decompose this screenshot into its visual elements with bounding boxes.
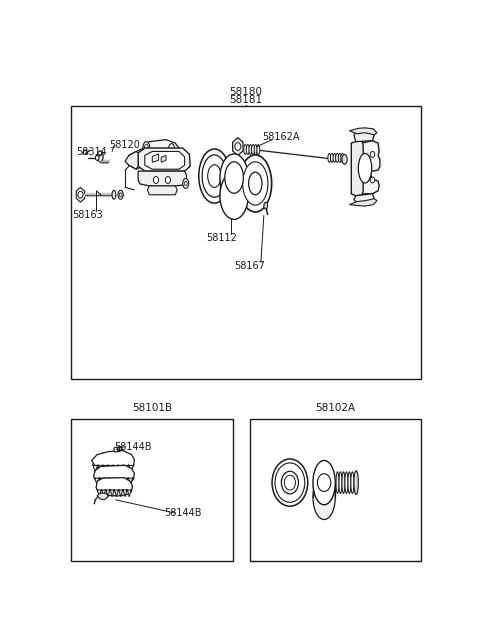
Polygon shape	[144, 140, 179, 155]
Polygon shape	[96, 478, 132, 496]
Ellipse shape	[220, 172, 248, 219]
Circle shape	[165, 176, 170, 183]
Ellipse shape	[348, 472, 351, 493]
Ellipse shape	[112, 190, 116, 199]
Ellipse shape	[330, 153, 334, 162]
Ellipse shape	[208, 165, 221, 187]
Ellipse shape	[354, 471, 359, 495]
Polygon shape	[152, 154, 158, 162]
Circle shape	[284, 475, 296, 490]
Text: 58167: 58167	[234, 261, 265, 271]
Circle shape	[235, 142, 241, 150]
Ellipse shape	[183, 178, 189, 189]
Ellipse shape	[252, 144, 254, 155]
Polygon shape	[351, 141, 363, 196]
Text: 58144B: 58144B	[164, 508, 202, 518]
Ellipse shape	[313, 461, 335, 505]
Polygon shape	[358, 141, 380, 194]
Ellipse shape	[336, 472, 339, 493]
Circle shape	[96, 155, 99, 160]
Ellipse shape	[246, 144, 249, 155]
Ellipse shape	[243, 162, 268, 205]
Polygon shape	[94, 465, 134, 484]
Ellipse shape	[359, 153, 372, 183]
Polygon shape	[349, 199, 377, 206]
Circle shape	[281, 472, 299, 494]
Circle shape	[370, 177, 375, 183]
Ellipse shape	[333, 153, 336, 162]
Text: 58314: 58314	[76, 147, 107, 157]
Ellipse shape	[168, 144, 175, 155]
Bar	[250, 419, 421, 561]
Ellipse shape	[336, 153, 338, 162]
Ellipse shape	[249, 172, 262, 195]
Polygon shape	[161, 155, 166, 162]
Text: 58120: 58120	[109, 139, 141, 150]
Ellipse shape	[239, 155, 272, 212]
Circle shape	[114, 447, 118, 452]
Polygon shape	[147, 186, 177, 195]
Bar	[71, 419, 233, 561]
Ellipse shape	[341, 153, 344, 162]
Ellipse shape	[220, 154, 248, 201]
Ellipse shape	[97, 151, 103, 162]
Polygon shape	[145, 151, 185, 169]
Ellipse shape	[199, 149, 230, 203]
Polygon shape	[138, 148, 190, 171]
Polygon shape	[354, 194, 374, 206]
Text: 58162A: 58162A	[263, 132, 300, 142]
Text: 58144B: 58144B	[114, 442, 151, 452]
Circle shape	[275, 463, 305, 502]
Polygon shape	[97, 489, 132, 497]
Ellipse shape	[225, 162, 243, 193]
Ellipse shape	[257, 144, 260, 155]
Ellipse shape	[338, 153, 341, 162]
Ellipse shape	[118, 190, 123, 199]
Text: 58102A: 58102A	[315, 403, 355, 413]
Bar	[71, 106, 421, 380]
Circle shape	[119, 193, 122, 197]
Polygon shape	[125, 151, 138, 169]
Circle shape	[370, 151, 375, 157]
Text: 58112: 58112	[206, 233, 237, 243]
Polygon shape	[138, 171, 186, 186]
Ellipse shape	[313, 475, 335, 520]
Ellipse shape	[345, 472, 348, 493]
Polygon shape	[92, 450, 134, 470]
Circle shape	[184, 181, 187, 185]
Ellipse shape	[342, 472, 345, 493]
Ellipse shape	[254, 144, 257, 155]
Ellipse shape	[351, 472, 354, 493]
Ellipse shape	[143, 142, 150, 153]
Circle shape	[317, 473, 331, 491]
Text: 58163: 58163	[72, 210, 103, 220]
Ellipse shape	[202, 155, 227, 197]
Circle shape	[272, 459, 308, 506]
Ellipse shape	[244, 144, 247, 155]
Text: 58101B: 58101B	[132, 403, 172, 413]
Polygon shape	[95, 477, 133, 485]
Polygon shape	[233, 137, 243, 155]
Ellipse shape	[264, 202, 267, 209]
Ellipse shape	[342, 155, 347, 164]
Ellipse shape	[249, 144, 252, 155]
Circle shape	[78, 191, 83, 198]
Circle shape	[154, 176, 158, 183]
Ellipse shape	[339, 472, 342, 493]
Polygon shape	[93, 465, 133, 472]
Text: 58180: 58180	[229, 88, 263, 97]
Polygon shape	[76, 187, 84, 202]
Ellipse shape	[144, 144, 148, 151]
Polygon shape	[129, 148, 145, 169]
Circle shape	[119, 446, 122, 450]
Text: 58181: 58181	[229, 95, 263, 105]
Polygon shape	[349, 128, 377, 135]
Polygon shape	[97, 493, 108, 500]
Polygon shape	[354, 128, 374, 142]
Polygon shape	[140, 148, 144, 166]
Ellipse shape	[328, 153, 331, 162]
